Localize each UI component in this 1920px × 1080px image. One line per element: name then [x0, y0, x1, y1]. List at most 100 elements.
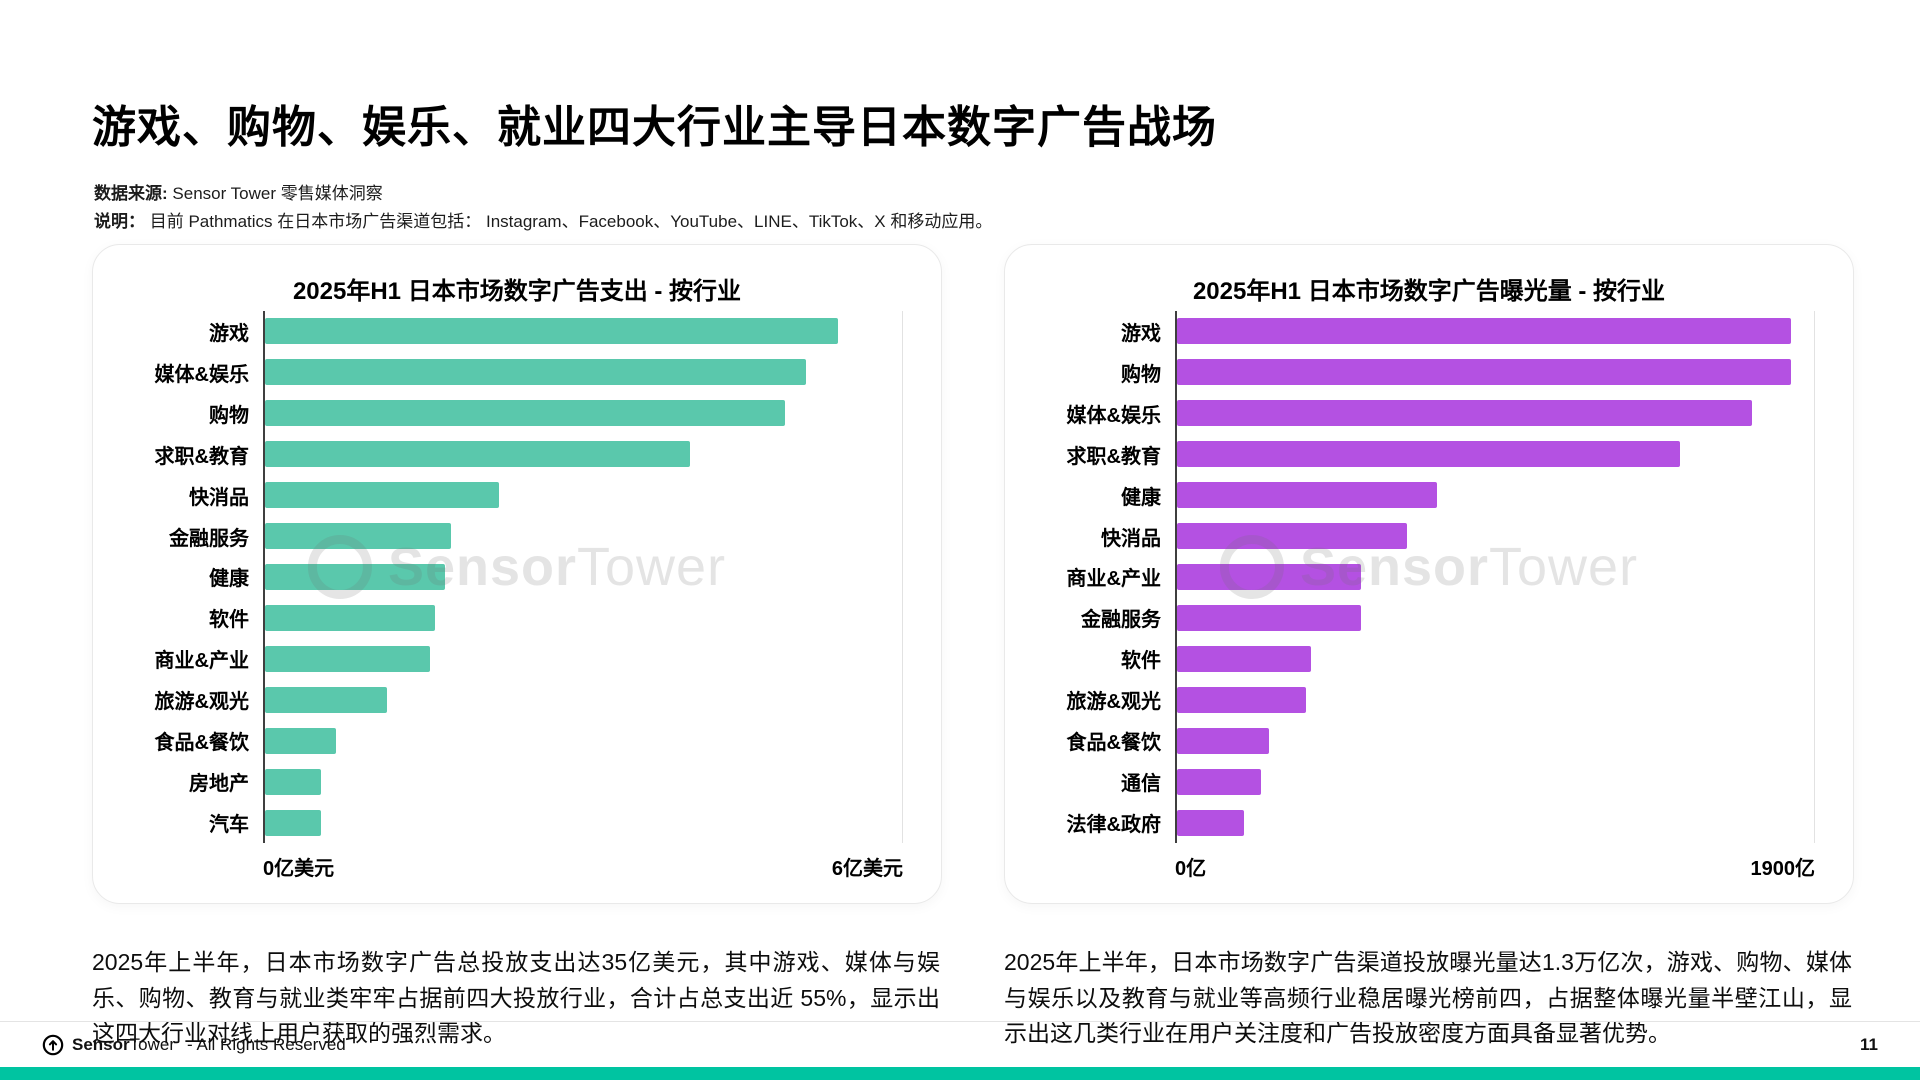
category-label: 房地产: [189, 773, 249, 796]
channel-note-label: 说明：: [94, 212, 145, 232]
source-notes: 数据来源: Sensor Tower 零售媒体洞察 说明： 目前 Pathmat…: [94, 180, 992, 236]
category-label: 食品&餐饮: [1066, 732, 1161, 755]
chart-row: 软件: [1031, 638, 1815, 680]
bar: [1177, 645, 1312, 672]
bar-track: [263, 556, 903, 598]
page-title: 游戏、购物、娱乐、就业四大行业主导日本数字广告战场: [92, 103, 1217, 153]
category-label: 通信: [1121, 773, 1161, 796]
bar: [265, 400, 786, 427]
bar: [265, 604, 435, 631]
category-label: 媒体&娱乐: [154, 363, 249, 386]
category-label: 商业&产业: [154, 650, 249, 673]
category-label: 求职&教育: [1066, 445, 1161, 468]
category-label: 求职&教育: [154, 445, 249, 468]
chart-row: 游戏: [119, 311, 903, 352]
bar-track: [1175, 311, 1815, 352]
bar: [1177, 727, 1270, 754]
chart-row: 通信: [1031, 761, 1815, 803]
category-label: 食品&餐饮: [154, 732, 249, 755]
category-label: 金融服务: [169, 527, 249, 550]
bar: [1177, 441, 1680, 468]
bar: [265, 318, 839, 345]
category-label: 软件: [1121, 650, 1161, 673]
bar: [265, 686, 388, 713]
bar-track: [263, 515, 903, 557]
bar-track: [1175, 433, 1815, 475]
chart-row: 旅游&观光: [1031, 679, 1815, 721]
chart-row: 快消品: [1031, 515, 1815, 557]
x-axis: 0亿美元 6亿美元: [263, 843, 903, 889]
page-number: 11: [1860, 1034, 1878, 1054]
x-axis: 0亿 1900亿: [1175, 843, 1815, 889]
bar: [265, 809, 322, 836]
x-axis-max: 6亿美元: [831, 857, 903, 880]
bar: [1177, 768, 1261, 795]
chart-row: 媒体&娱乐: [1031, 392, 1815, 434]
category-label: 媒体&娱乐: [1066, 404, 1161, 427]
bar-track: [263, 679, 903, 721]
bar: [265, 523, 451, 550]
bar: [265, 727, 337, 754]
bar-track: [1175, 474, 1815, 516]
category-label: 快消品: [189, 486, 249, 509]
bar: [1177, 400, 1752, 427]
chart-rows: 游戏 购物 媒体&娱乐 求职&教育 健康 快消品 商业&产业 金融服务 软件 旅游&观光 食品&餐饮…: [1031, 311, 1815, 843]
bottom-accent-bar: [0, 1067, 1920, 1080]
bar-track: [263, 802, 903, 843]
chart-rows: 游戏媒体&娱乐购物求职&教育快消品金融服务健康软件商业&产业旅游&观光食品&餐饮…: [119, 311, 903, 843]
category-label: 购物: [1121, 363, 1161, 386]
spend-chart-panel: 2025年H1 日本市场数字广告支出 - 按行业 SensorTower 游戏媒…: [92, 244, 942, 904]
bar-track: [1175, 597, 1815, 639]
bar-track: [263, 392, 903, 434]
data-source-label: 数据来源:: [94, 184, 168, 203]
channel-note-line: 说明： 目前 Pathmatics 在日本市场广告渠道包括： Instagram…: [94, 208, 992, 236]
bar: [1177, 604, 1362, 631]
chart-row: 软件: [119, 597, 903, 639]
bar: [265, 441, 690, 468]
category-label: 软件: [209, 609, 249, 632]
bar-track: [1175, 679, 1815, 721]
chart-row: 健康: [1031, 474, 1815, 516]
category-label: 旅游&观光: [1066, 691, 1161, 714]
footer-brand: SensorTower - All Rights Reserved: [42, 1034, 346, 1056]
bar-track: [263, 720, 903, 762]
bar-track: [1175, 351, 1815, 393]
bar-track: [1175, 761, 1815, 803]
chart-row: 健康: [119, 556, 903, 598]
chart-row: 游戏: [1031, 311, 1815, 352]
impressions-chart-title: 2025年H1 日本市场数字广告曝光量 - 按行业: [1192, 278, 1666, 305]
category-label: 快消品: [1101, 527, 1161, 550]
bar: [265, 359, 807, 386]
category-label: 游戏: [1121, 322, 1161, 345]
bar: [265, 482, 499, 509]
bar: [1177, 686, 1307, 713]
category-label: 金融服务: [1081, 609, 1161, 632]
bar-track: [263, 351, 903, 393]
chart-row: 购物: [119, 392, 903, 434]
bar: [265, 645, 430, 672]
chart-row: 金融服务: [1031, 597, 1815, 639]
chart-row: 快消品: [119, 474, 903, 516]
data-source-line: 数据来源: Sensor Tower 零售媒体洞察: [94, 180, 992, 208]
bar-track: [263, 638, 903, 680]
bar: [1177, 318, 1791, 345]
chart-row: 求职&教育: [1031, 433, 1815, 475]
category-label: 健康: [1121, 486, 1161, 509]
spend-chart-title: 2025年H1 日本市场数字广告支出 - 按行业: [292, 278, 742, 305]
chart-row: 法律&政府: [1031, 802, 1815, 843]
impressions-chart-panel: 2025年H1 日本市场数字广告曝光量 - 按行业 SensorTower 游戏…: [1004, 244, 1854, 904]
chart-row: 食品&餐饮: [1031, 720, 1815, 762]
x-axis-min: 0亿美元: [263, 857, 335, 880]
chart-row: 购物: [1031, 351, 1815, 393]
category-label: 健康: [209, 568, 249, 591]
bar-track: [1175, 392, 1815, 434]
footer: SensorTower - All Rights Reserved 11: [0, 1021, 1920, 1067]
bar: [1177, 523, 1407, 550]
x-axis-max: 1900亿: [1750, 857, 1816, 880]
category-label: 法律&政府: [1066, 814, 1161, 837]
bar: [1177, 809, 1245, 836]
sensor-tower-logo-icon: [42, 1034, 64, 1056]
category-label: 旅游&观光: [154, 691, 249, 714]
impressions-summary-text: 2025年上半年，日本市场数字广告渠道投放曝光量达1.3万亿次，游戏、购物、媒体…: [1004, 949, 1852, 1047]
